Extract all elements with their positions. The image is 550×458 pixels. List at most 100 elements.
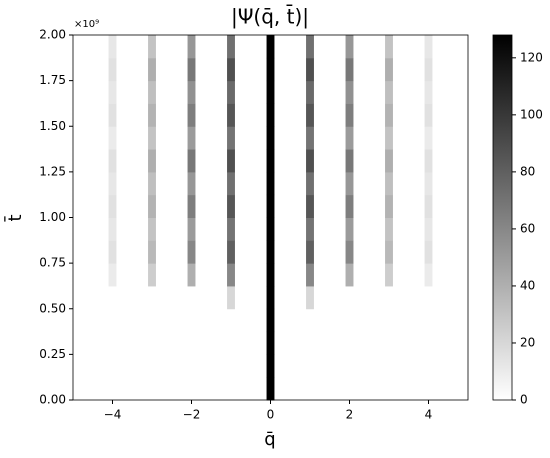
cell [424,285,433,310]
cell [108,194,117,218]
cell [187,80,196,104]
colorbar-tick-label: 20 [520,335,535,349]
cell [424,171,433,196]
y-tick-label: 0.25 [39,347,66,361]
x-tick-label: 4 [425,408,433,422]
cell [187,194,196,218]
cell [266,35,275,59]
cell [345,217,354,241]
cell [424,240,433,264]
cell [345,263,354,287]
cell [227,240,235,264]
cell [385,217,393,241]
y-offset-label: ×10⁹ [74,19,99,30]
cell [187,171,196,196]
y-axis-label: t̄ [4,214,26,222]
cell [187,331,196,355]
cell [227,57,235,82]
cell [266,377,275,401]
cell [424,126,433,150]
cell [385,126,393,150]
y-tick-label: 1.25 [39,164,66,178]
cell [227,377,235,401]
cell [306,331,314,355]
cell [266,103,275,127]
y-tick-label: 0.75 [39,256,66,270]
cell [306,149,314,173]
chart-title: |Ψ(q̄, t̄)| [231,4,309,29]
cell [148,377,156,401]
cell [148,149,156,173]
cell [148,285,156,310]
cell [148,308,156,333]
cell [148,331,156,355]
cell [187,103,196,127]
cell [306,35,314,59]
cell [424,194,433,218]
cell [108,35,117,59]
cell [345,35,354,59]
colorbar-tick-label: 120 [520,50,543,64]
cell [306,126,314,150]
cell [187,217,196,241]
y-tick-label: 1.50 [39,119,66,133]
cell [108,263,117,287]
cell [345,80,354,104]
cell [385,240,393,264]
cell [424,80,433,104]
cell [187,308,196,333]
cell [148,80,156,104]
cell [227,171,235,196]
cell [148,217,156,241]
cell [385,80,393,104]
cell [266,171,275,196]
cell [424,35,433,59]
cell [345,308,354,333]
cell [345,354,354,378]
cell [385,149,393,173]
cell [148,57,156,82]
cell [148,263,156,287]
cell [385,263,393,287]
cell [306,57,314,82]
cell [345,126,354,150]
colorbar [492,34,513,401]
cell [424,308,433,333]
y-tick-label: 1.75 [39,73,66,87]
cell [266,126,275,150]
cell [385,285,393,310]
cell [424,217,433,241]
cell [385,35,393,59]
cell [306,194,314,218]
colorbar-tick-label: 80 [520,164,535,178]
cell [306,377,314,401]
cell [148,35,156,59]
cell [187,57,196,82]
cell [187,149,196,173]
cell [108,331,117,355]
cell [227,217,235,241]
cell [345,285,354,310]
cell [108,171,117,196]
cell [266,331,275,355]
cell [424,354,433,378]
cell [148,103,156,127]
cell [266,217,275,241]
cell [148,171,156,196]
cell [306,285,314,310]
cell [385,331,393,355]
colorbar-tick-label: 0 [520,393,528,407]
cell [266,263,275,287]
cell [385,308,393,333]
cell [108,103,117,127]
cell [385,354,393,378]
cell [385,194,393,218]
cell [187,285,196,310]
cell [227,103,235,127]
cell [385,377,393,401]
cell [227,354,235,378]
cell [227,149,235,173]
cell [108,57,117,82]
cell [227,285,235,310]
x-tick-label: −4 [104,408,122,422]
